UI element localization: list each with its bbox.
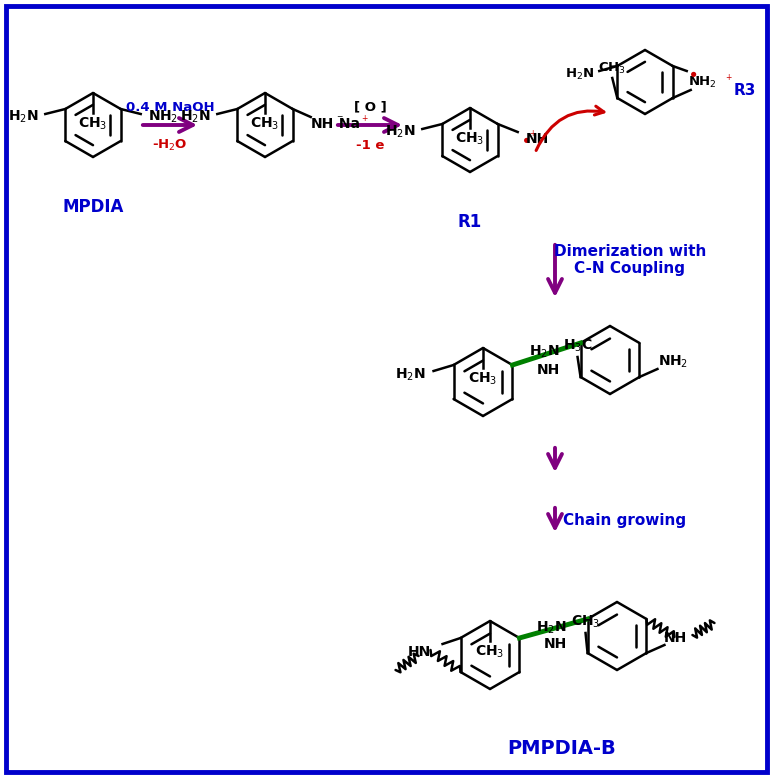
Text: H$_2$N: H$_2$N (180, 109, 210, 125)
Text: HN: HN (407, 645, 431, 659)
Text: $^+$: $^+$ (360, 114, 369, 124)
Text: CH$_3$: CH$_3$ (78, 116, 107, 132)
Text: $\bullet$: $\bullet$ (686, 64, 696, 82)
Text: CH$_3$: CH$_3$ (250, 116, 280, 132)
Text: NH: NH (526, 132, 550, 146)
Text: MPDIA: MPDIA (63, 198, 124, 216)
Text: NH: NH (537, 363, 560, 377)
Text: $^-$: $^-$ (335, 114, 344, 124)
Text: H$_2$N: H$_2$N (530, 344, 560, 360)
Text: [ O ]: [ O ] (353, 100, 386, 114)
FancyArrowPatch shape (536, 106, 604, 150)
Text: NH: NH (311, 117, 335, 131)
Text: H$_2$N: H$_2$N (536, 620, 567, 636)
Text: Chain growing: Chain growing (564, 513, 686, 527)
Text: R3: R3 (734, 82, 756, 97)
Text: $\bullet$: $\bullet$ (519, 130, 530, 148)
Text: H$_3$C: H$_3$C (563, 338, 592, 354)
Text: -1 e: -1 e (356, 138, 384, 152)
Text: H$_2$N: H$_2$N (385, 124, 416, 140)
Text: NH$_2$: NH$_2$ (688, 75, 717, 89)
Text: H$_2$N: H$_2$N (8, 109, 39, 125)
Text: CH$_3$: CH$_3$ (475, 644, 505, 661)
Text: PMPDIA-B: PMPDIA-B (508, 738, 616, 758)
Text: NH$_2$: NH$_2$ (148, 109, 178, 125)
Text: CH$_3$: CH$_3$ (455, 131, 485, 147)
Text: -H$_2$O: -H$_2$O (152, 138, 188, 152)
Text: NH: NH (664, 631, 687, 645)
Text: NH$_2$: NH$_2$ (659, 354, 689, 370)
Text: $^+$: $^+$ (724, 73, 734, 83)
Text: CH$_3$: CH$_3$ (571, 614, 600, 630)
Text: Dimerization with
C-N Coupling: Dimerization with C-N Coupling (553, 244, 707, 276)
Text: CH$_3$: CH$_3$ (468, 371, 498, 387)
Text: R1: R1 (458, 213, 482, 231)
Text: Na: Na (334, 117, 359, 131)
Text: $^+$: $^+$ (528, 129, 537, 139)
Text: H$_2$N: H$_2$N (395, 366, 426, 384)
Text: H$_2$N: H$_2$N (564, 66, 594, 82)
Text: 0.4 M NaOH: 0.4 M NaOH (126, 100, 214, 114)
Text: NH: NH (544, 637, 567, 651)
Text: CH$_3$: CH$_3$ (598, 61, 626, 75)
